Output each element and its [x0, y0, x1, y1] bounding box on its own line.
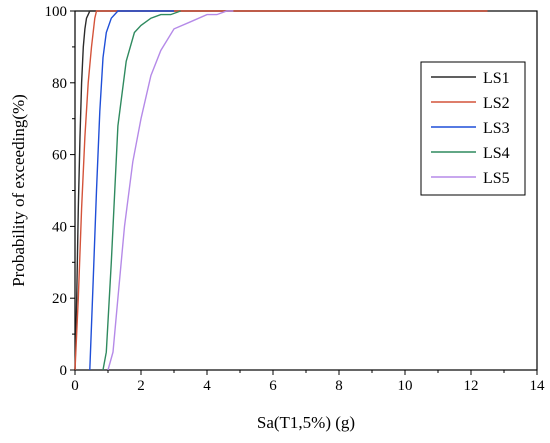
y-tick-label: 0	[60, 363, 68, 379]
series-line-ls4	[102, 10, 181, 371]
x-tick-label: 4	[203, 378, 211, 394]
series-line-ls5	[107, 10, 234, 371]
legend-box	[420, 61, 526, 196]
legend-label-ls5: LS5	[483, 170, 510, 187]
legend-label-ls4: LS4	[483, 145, 510, 162]
x-tick-label: 6	[269, 378, 277, 394]
legend: LS1 LS2 LS3 LS4 LS5	[420, 61, 526, 196]
y-axis-title: Probability of exceeding(%)	[9, 94, 28, 287]
legend-label-ls2: LS2	[483, 95, 510, 112]
x-tick-label: 2	[137, 378, 145, 394]
y-tick-label: 40	[52, 219, 67, 235]
series-line-ls3	[89, 10, 174, 371]
y-tick-label: 20	[52, 291, 67, 307]
x-tick-label: 14	[530, 378, 546, 394]
x-tick-label: 10	[398, 378, 413, 394]
series-layer	[74, 10, 488, 371]
x-axis-title: Sa(T1,5%) (g)	[257, 413, 355, 432]
series-line-ls1	[74, 10, 488, 371]
x-tick-label: 12	[464, 378, 479, 394]
axes-layer: 0 2 4 6 8 10 12 14 0 20 40 60 80 100	[45, 4, 546, 394]
series-line-ls2	[74, 10, 488, 371]
y-tick-label: 60	[52, 148, 67, 164]
legend-label-ls1: LS1	[483, 70, 510, 87]
y-tick-label: 100	[45, 4, 68, 20]
y-tick-label: 80	[52, 76, 67, 92]
x-tick-label: 0	[71, 378, 79, 394]
x-tick-label: 8	[335, 378, 343, 394]
legend-label-ls3: LS3	[483, 120, 510, 137]
